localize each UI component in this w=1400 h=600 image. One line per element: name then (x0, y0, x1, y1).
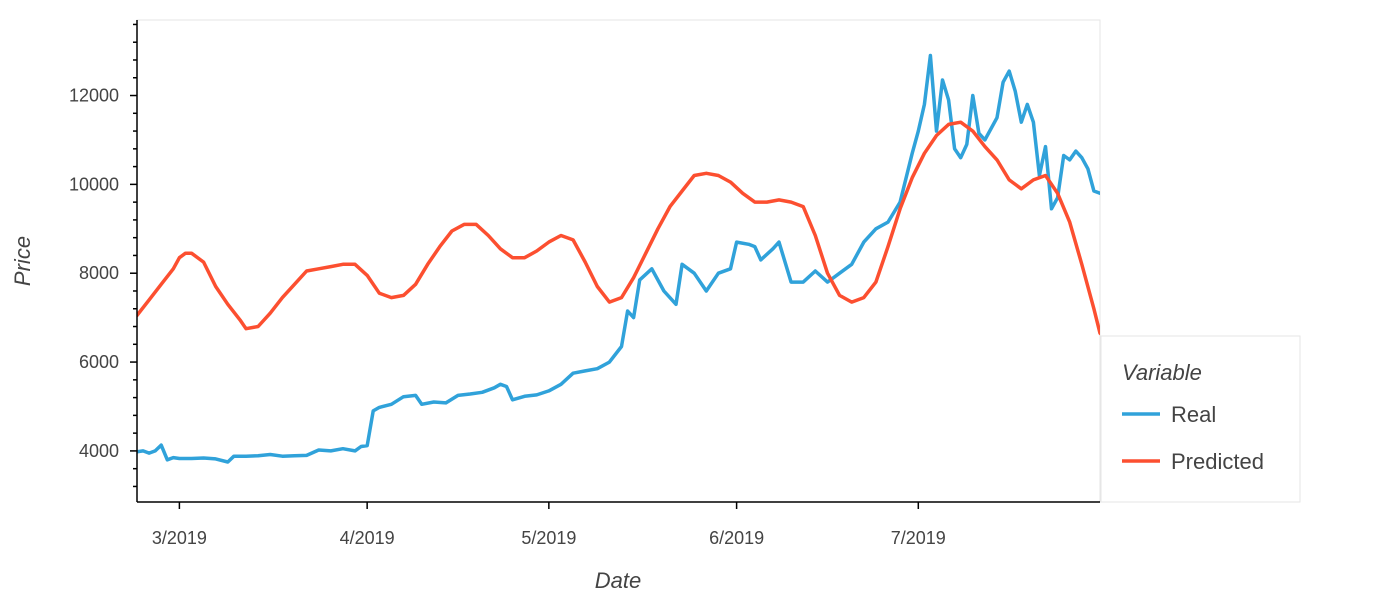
y-tick-label: 12000 (69, 86, 119, 106)
x-tick-label: 5/2019 (521, 528, 576, 548)
x-axis-ticks: 3/2019 4/2019 5/2019 6/2019 7/2019 (152, 502, 946, 548)
series-line-predicted (137, 120, 1100, 336)
y-axis-title: Price (10, 236, 35, 286)
x-tick-label: 3/2019 (152, 528, 207, 548)
y-tick-label: 8000 (79, 263, 119, 283)
y-tick-label: 10000 (69, 174, 119, 194)
legend-label-real: Real (1171, 402, 1216, 427)
plot-frame (136, 19, 1101, 503)
legend: Variable Real Predicted (1100, 335, 1301, 503)
legend-title: Variable (1122, 360, 1202, 385)
x-tick-label: 4/2019 (340, 528, 395, 548)
x-axis-title: Date (595, 568, 641, 593)
y-tick-label: 4000 (79, 441, 119, 461)
y-axis-ticks: 4000 6000 8000 10000 12000 (69, 23, 137, 488)
legend-box (1100, 335, 1301, 503)
series-line-real (137, 53, 1100, 464)
x-tick-label: 7/2019 (891, 528, 946, 548)
series-layer (137, 53, 1100, 464)
x-tick-label: 6/2019 (709, 528, 764, 548)
y-tick-label: 6000 (79, 352, 119, 372)
legend-label-predicted: Predicted (1171, 449, 1264, 474)
